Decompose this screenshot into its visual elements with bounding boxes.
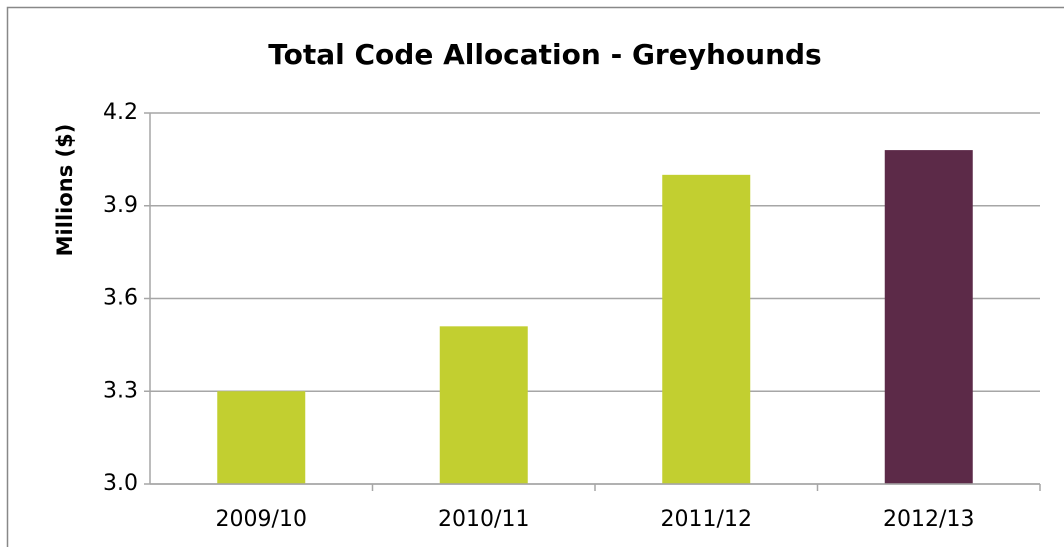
y-tick-label: 3.3 [103,378,138,403]
y-tick-label: 3.0 [103,471,138,496]
x-tick-label: 2011/12 [661,507,752,532]
y-tick-label: 3.9 [103,193,138,218]
bar [662,174,751,485]
bar [884,150,973,484]
bar [439,326,528,484]
y-tick-label: 3.6 [103,286,138,311]
y-axis-label: Millions ($) [53,124,77,257]
x-tick-label: 2012/13 [883,507,974,532]
chart-title: Total Code Allocation - Greyhounds [268,38,821,71]
bar [217,391,306,484]
chart-frame [6,6,1064,547]
x-tick-label: 2010/11 [438,507,529,532]
y-tick-label: 4.2 [103,100,138,125]
x-tick-label: 2009/10 [216,507,307,532]
